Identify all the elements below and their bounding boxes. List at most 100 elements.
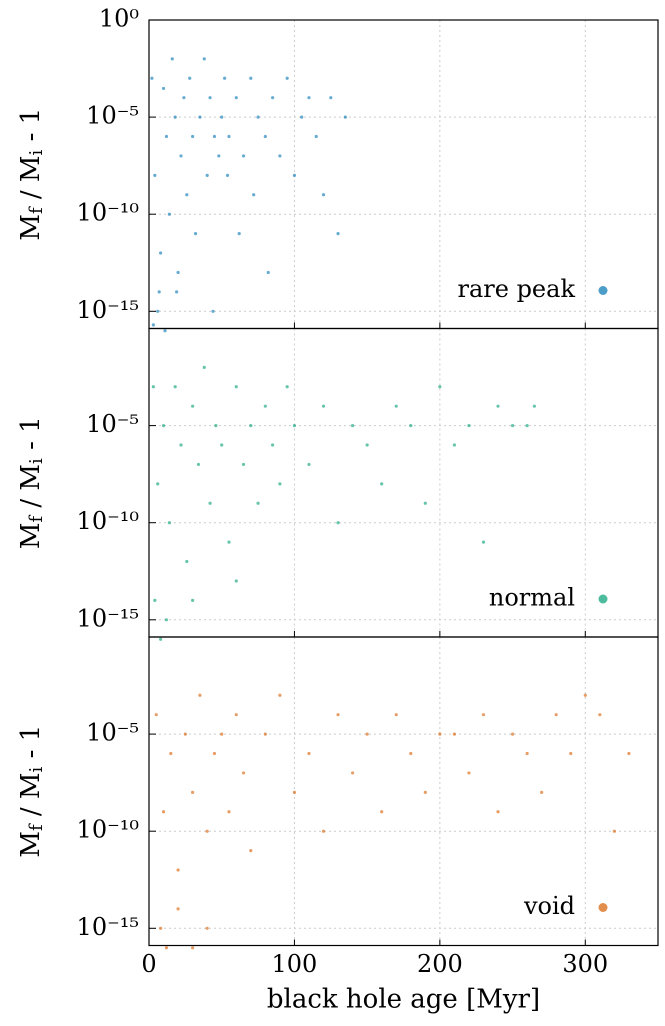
point — [205, 926, 209, 930]
point — [598, 713, 602, 717]
y-axis-label-part: i — [26, 766, 47, 772]
point — [159, 251, 163, 255]
point — [481, 713, 486, 717]
point — [156, 482, 160, 486]
point — [409, 751, 413, 756]
point — [241, 154, 246, 158]
point — [153, 173, 157, 177]
y-tick-label: 10⁻¹⁵ — [77, 604, 139, 632]
point — [351, 423, 355, 428]
y-axis-label-part: / M — [16, 464, 46, 516]
point — [176, 907, 180, 911]
legend-label: normal — [489, 584, 575, 612]
point — [452, 443, 456, 447]
point — [227, 134, 231, 139]
point — [198, 115, 202, 119]
y-tick-label: 10⁻¹⁰ — [77, 507, 139, 535]
y-tick-label: 10⁻¹⁵ — [77, 913, 139, 941]
point — [175, 290, 179, 294]
point — [351, 771, 355, 775]
point — [540, 790, 544, 794]
point — [263, 134, 267, 139]
y-axis-label-part: M — [16, 831, 46, 858]
point — [161, 423, 166, 428]
point — [321, 193, 326, 197]
point — [271, 443, 275, 447]
point — [198, 693, 202, 697]
x-tick-label: 300 — [562, 950, 608, 978]
y-axis-label: Mf / Mi - 1 — [16, 108, 47, 241]
y-axis-label: Mf / Mi - 1 — [16, 416, 47, 549]
point — [300, 115, 304, 119]
y-tick-label: 10⁻¹⁰ — [77, 816, 139, 844]
point — [185, 193, 189, 197]
y-axis-label-part: - 1 — [16, 416, 46, 458]
point — [161, 810, 166, 814]
axes-frame — [148, 327, 659, 638]
point — [627, 751, 631, 756]
x-tick-label: 200 — [417, 950, 463, 978]
point — [159, 637, 163, 641]
point — [191, 404, 195, 408]
point — [164, 618, 169, 622]
point — [217, 154, 221, 158]
point — [496, 404, 500, 408]
point — [271, 96, 275, 100]
point — [191, 598, 195, 602]
point — [164, 134, 169, 139]
y-axis-label-part: i — [26, 458, 47, 464]
point — [173, 385, 177, 389]
point — [211, 309, 215, 313]
y-tick-label: 10⁰ — [99, 5, 139, 33]
point — [191, 134, 195, 139]
point — [263, 732, 267, 736]
point — [225, 173, 230, 177]
point — [249, 849, 253, 853]
point — [249, 76, 253, 80]
point — [394, 404, 398, 408]
point — [202, 365, 206, 369]
y-tick-label: 10⁻⁵ — [86, 102, 139, 130]
point — [205, 173, 209, 177]
legend-marker — [598, 594, 608, 604]
point — [365, 443, 369, 447]
point — [612, 829, 616, 833]
legend-marker — [598, 903, 608, 912]
point — [150, 76, 154, 80]
point — [182, 96, 186, 100]
point — [234, 713, 238, 717]
point — [532, 404, 536, 408]
point — [467, 423, 471, 428]
point — [263, 404, 267, 408]
x-axis-label: black hole age [Myr] — [267, 985, 540, 1015]
y-tick-label: 10⁻⁵ — [86, 410, 139, 438]
point — [249, 423, 253, 428]
point — [569, 751, 573, 756]
point — [179, 443, 183, 447]
point — [164, 946, 169, 950]
point — [193, 232, 198, 236]
legend-marker — [598, 286, 608, 295]
point — [153, 598, 157, 602]
point — [167, 521, 171, 525]
point — [151, 323, 155, 327]
point — [409, 423, 413, 428]
y-axis-label-part: / M — [16, 772, 46, 824]
point — [170, 57, 174, 61]
point — [183, 732, 187, 736]
point — [467, 771, 471, 775]
point — [496, 810, 500, 814]
point — [237, 232, 241, 236]
y-axis-label-part: M — [16, 523, 46, 550]
point — [212, 134, 217, 139]
y-axis-label-part: f — [26, 823, 47, 831]
point — [510, 732, 515, 736]
point — [227, 810, 231, 814]
point — [227, 540, 231, 544]
point — [292, 790, 297, 794]
point — [223, 76, 227, 80]
point — [292, 423, 297, 428]
point — [161, 86, 166, 91]
point — [336, 232, 340, 236]
